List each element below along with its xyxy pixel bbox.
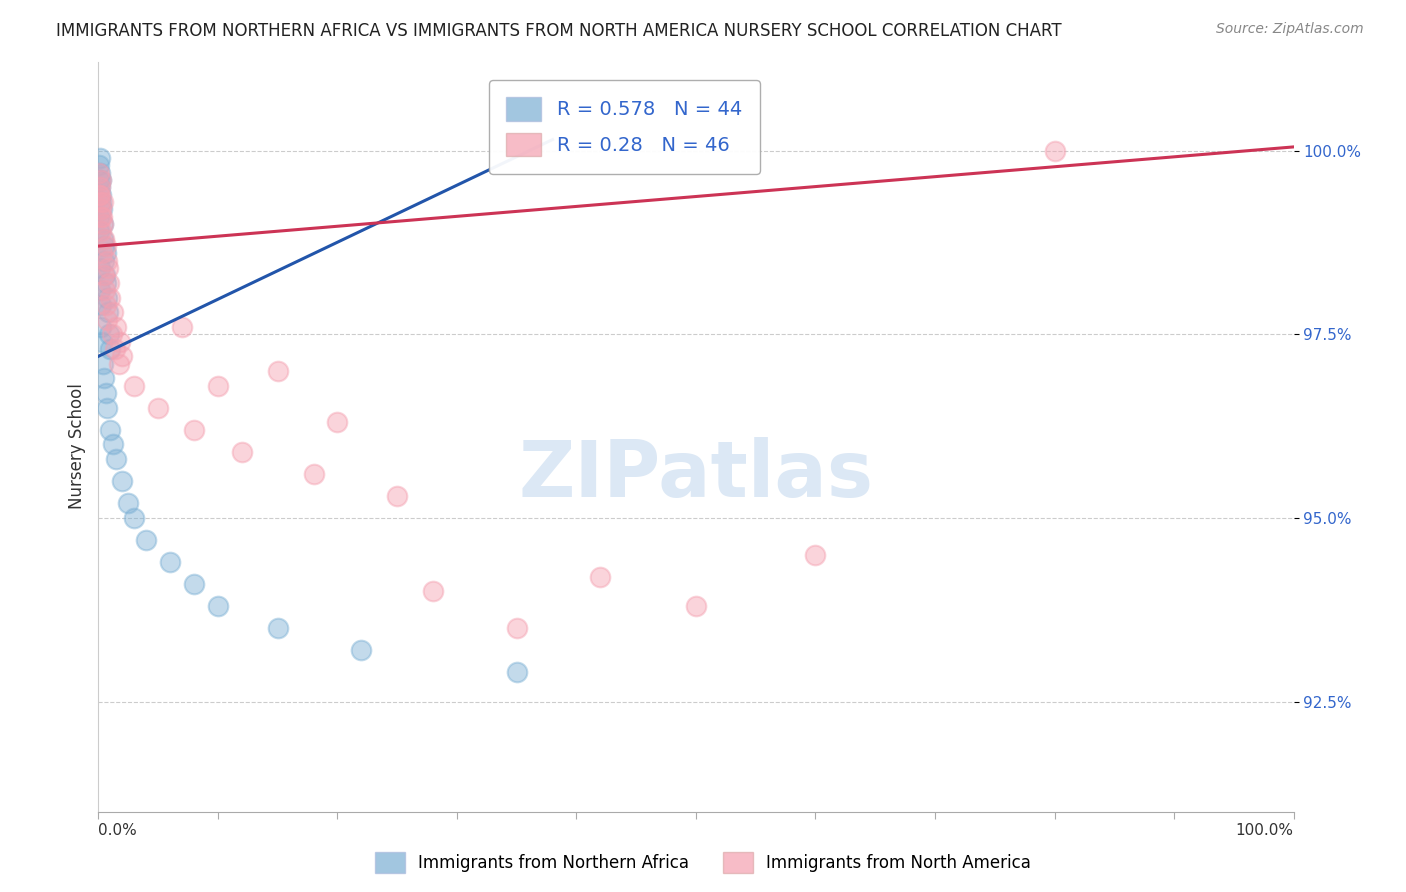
Point [231, 444, 253, 458]
Text: 100.0%: 100.0% [1236, 822, 1294, 838]
Point [89, 166, 111, 180]
Point [89, 224, 111, 238]
Legend: R = 0.578   N = 44, R = 0.28   N = 46: R = 0.578 N = 44, R = 0.28 N = 46 [489, 79, 759, 174]
Point [117, 496, 139, 510]
Point [93, 371, 115, 385]
Point [89, 158, 111, 172]
Point [90, 224, 112, 238]
Point [89, 194, 111, 209]
Point [506, 665, 529, 680]
Point [94, 246, 117, 260]
Point [96, 276, 118, 290]
Point [89, 261, 111, 276]
Point [589, 569, 612, 583]
Point [101, 305, 124, 319]
Point [148, 401, 170, 415]
Point [98, 423, 122, 437]
Point [111, 349, 134, 363]
Text: Source: ZipAtlas.com: Source: ZipAtlas.com [1216, 22, 1364, 37]
Legend: Immigrants from Northern Africa, Immigrants from North America: Immigrants from Northern Africa, Immigra… [368, 846, 1038, 880]
Point [91, 202, 114, 217]
Point [98, 291, 122, 305]
Point [90, 210, 112, 224]
Point [93, 239, 115, 253]
Point [104, 342, 127, 356]
Point [91, 357, 114, 371]
Point [90, 173, 112, 187]
Point [89, 187, 111, 202]
Point [207, 378, 229, 392]
Point [97, 261, 120, 276]
Point [91, 232, 114, 246]
Point [89, 187, 111, 202]
Point [172, 319, 194, 334]
Point [94, 268, 117, 283]
Point [105, 319, 128, 334]
Text: IMMIGRANTS FROM NORTHERN AFRICA VS IMMIGRANTS FROM NORTH AMERICA NURSERY SCHOOL : IMMIGRANTS FROM NORTHERN AFRICA VS IMMIG… [56, 22, 1062, 40]
Point [90, 319, 112, 334]
Point [101, 437, 124, 451]
Point [93, 268, 115, 283]
Point [91, 194, 114, 209]
Point [105, 452, 128, 467]
Point [124, 511, 146, 525]
Point [90, 194, 112, 209]
Point [422, 584, 444, 599]
Point [96, 291, 118, 305]
Point [350, 643, 373, 657]
Point [111, 474, 134, 488]
Point [91, 210, 114, 224]
Point [135, 533, 157, 547]
Point [89, 180, 111, 194]
Point [90, 173, 112, 187]
Point [98, 342, 122, 356]
Point [183, 577, 205, 591]
Point [1043, 144, 1066, 158]
Point [91, 217, 114, 231]
Point [87, 173, 110, 187]
Point [96, 298, 118, 312]
Point [159, 555, 181, 569]
Point [90, 246, 112, 260]
Point [89, 151, 111, 165]
Point [94, 283, 117, 297]
Text: Nursery School: Nursery School [69, 383, 86, 509]
Point [90, 298, 112, 312]
Point [107, 357, 129, 371]
Point [124, 378, 146, 392]
Text: 0.0%: 0.0% [98, 822, 138, 838]
Point [91, 217, 114, 231]
Point [97, 305, 120, 319]
Point [93, 232, 115, 246]
Point [89, 283, 111, 297]
Point [302, 467, 325, 481]
Point [108, 334, 131, 349]
Point [183, 423, 205, 437]
Text: ZIPatlas: ZIPatlas [519, 436, 873, 513]
Point [90, 187, 112, 202]
Point [207, 599, 229, 613]
Point [96, 253, 118, 268]
Point [94, 239, 117, 253]
Point [98, 327, 121, 342]
Point [326, 416, 349, 430]
Point [94, 386, 117, 401]
Point [96, 401, 118, 415]
Point [506, 621, 529, 635]
Point [93, 253, 115, 268]
Point [89, 180, 111, 194]
Point [267, 621, 290, 635]
Point [98, 276, 121, 290]
Point [385, 489, 409, 503]
Point [90, 202, 112, 217]
Point [685, 599, 707, 613]
Point [804, 548, 827, 562]
Point [91, 334, 114, 349]
Point [96, 312, 118, 326]
Point [87, 210, 110, 224]
Point [87, 166, 110, 180]
Point [100, 327, 122, 342]
Point [267, 364, 290, 378]
